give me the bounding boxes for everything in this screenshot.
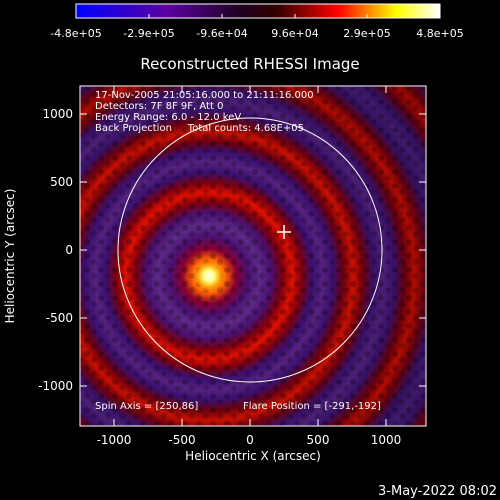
speckle-texture: [80, 86, 426, 426]
plot-title: Reconstructed RHESSI Image: [140, 55, 359, 73]
y-axis-ticks: [80, 113, 426, 387]
x-axis-ticks: [113, 86, 387, 426]
colorbar-tick-label: -4.8e+05: [50, 27, 101, 40]
info-line-method: Back Projection Total counts: 4.68E+05: [95, 123, 304, 134]
flare-position-text: Flare Position = [-291,-192]: [243, 401, 381, 412]
info-line-energy: Energy Range: 6.0 - 12.0 keV: [95, 112, 241, 123]
y-axis-label: Heliocentric Y (arcsec): [3, 189, 17, 324]
colorbar-gradient: [75, 3, 441, 19]
y-tick-label: -500: [46, 311, 73, 325]
colorbar-tick-label: 4.8e+05: [416, 27, 463, 40]
x-tick-label: 0: [246, 433, 254, 447]
rhessi-image: [80, 86, 426, 426]
x-tick-label: 500: [307, 433, 330, 447]
solar-disk-limb: [117, 117, 383, 383]
flare-source: [193, 260, 225, 292]
x-axis-label: Heliocentric X (arcsec): [185, 449, 321, 463]
colorbar-tick-label: -2.9e+05: [123, 27, 174, 40]
spin-axis-text: Spin Axis = [250,86]: [95, 401, 198, 412]
spin-axis-marker: [277, 225, 291, 239]
x-tick-label: -1000: [97, 433, 132, 447]
colorbar-tick-label: -9.6e+04: [196, 27, 247, 40]
colorbar: -4.8e+05 -2.9e+05 -9.6e+04 9.6e+04 2.9e+…: [50, 3, 464, 40]
info-line-detectors: Detectors: 7F 8F 9F, Att 0: [95, 101, 223, 112]
colorbar-tick-label: 2.9e+05: [343, 27, 390, 40]
colorbar-ticks: [75, 14, 441, 18]
y-tick-label: 0: [65, 243, 73, 257]
y-tick-label: 1000: [42, 107, 73, 121]
x-tick-label: -500: [168, 433, 195, 447]
x-tick-label: 1000: [371, 433, 402, 447]
footer-timestamp: 3-May-2022 08:02: [378, 484, 497, 499]
colorbar-tick-label: 9.6e+04: [271, 27, 318, 40]
plot-frame: [79, 85, 427, 427]
y-tick-label: -1000: [38, 379, 73, 393]
info-line-time: 17-Nov-2005 21:05:16.000 to 21:11:16.000: [95, 90, 314, 101]
y-tick-label: 500: [50, 175, 73, 189]
